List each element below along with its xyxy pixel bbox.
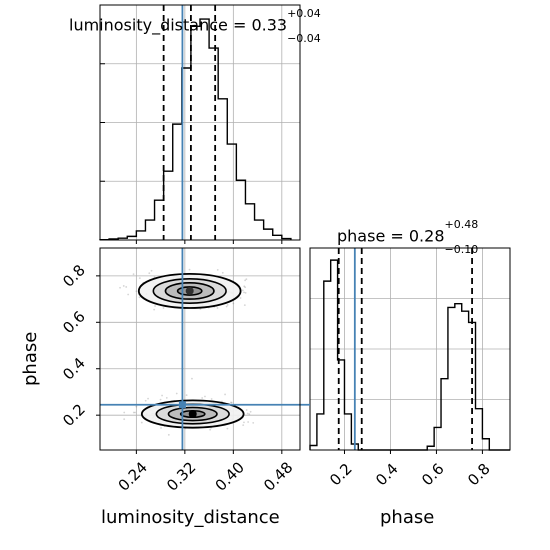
sample-point [127, 293, 130, 296]
x-tick-label: 0.8 [464, 460, 494, 490]
sample-point [226, 304, 229, 306]
x-tick-label: 0.24 [115, 458, 151, 494]
sample-point [249, 410, 252, 413]
sample-point [134, 411, 136, 414]
sample-point [243, 304, 246, 307]
sample-point [243, 291, 245, 294]
sample-point [247, 421, 250, 423]
sample-point [230, 401, 232, 404]
sample-point [230, 401, 233, 404]
sample-point [252, 421, 255, 424]
sample-point [221, 271, 224, 274]
sample-point [175, 392, 178, 395]
sample-point [153, 308, 156, 311]
mode-marker [188, 410, 197, 419]
sample-point [216, 268, 219, 271]
title-param-name: phase [337, 226, 386, 246]
sample-point [225, 305, 228, 308]
sample-point [239, 297, 242, 299]
x-tick-label: 0.32 [163, 458, 199, 494]
sample-point [188, 268, 191, 271]
truth-marker [178, 401, 186, 409]
sample-point [232, 302, 235, 305]
sample-point [122, 285, 125, 287]
histogram-step [99, 18, 292, 241]
axes-frame [309, 247, 511, 451]
sample-point [191, 377, 193, 380]
sample-point [132, 273, 135, 276]
sample-point [135, 405, 138, 408]
sample-point [248, 413, 251, 416]
x-axis-label-phase: phase [380, 507, 435, 528]
sample-point [244, 286, 247, 289]
sample-point [135, 290, 138, 293]
sample-point [144, 399, 147, 402]
sample-point [159, 398, 162, 401]
sample-point [132, 411, 135, 414]
x-tick-label: 0.40 [212, 458, 248, 494]
title-param-name: luminosity_distance [69, 15, 228, 35]
sample-point [243, 285, 246, 288]
sample-point [125, 286, 128, 288]
sample-point [119, 286, 121, 289]
y-tick-label: 0.2 [59, 400, 89, 430]
y-axis-label-phase: phase [20, 331, 41, 386]
sample-point [243, 421, 245, 424]
sample-point [224, 393, 226, 396]
sample-point [138, 277, 141, 280]
title-minus-error: −0.10 [444, 243, 479, 256]
x-axis-label-luminosity-distance: luminosity_distance [101, 507, 280, 528]
sample-point [245, 278, 248, 281]
title-plus-error: +0.48 [444, 218, 479, 231]
title-plus-error: +0.04 [287, 7, 321, 20]
x-tick-label: 0.48 [260, 458, 296, 494]
sample-point [138, 296, 141, 299]
sample-point [154, 305, 156, 307]
phase-histogram-axes: 0.2 0.4 0.6 0.8 [309, 247, 511, 490]
sample-point [226, 427, 229, 430]
sample-point [162, 307, 165, 309]
sample-point [241, 289, 244, 292]
sample-point [123, 411, 126, 414]
title-value: 0.28 [408, 226, 445, 246]
sample-point [160, 427, 162, 429]
sample-point [150, 269, 153, 272]
title-minus-error: −0.04 [287, 32, 321, 45]
phase-title: phase = 0.28+0.48 −0.10 [337, 218, 479, 256]
sample-point [244, 279, 247, 282]
title-value: 0.33 [251, 15, 288, 35]
sample-point [242, 424, 245, 427]
sample-point [147, 397, 149, 400]
axes-frame [99, 247, 301, 451]
sample-point [209, 428, 212, 431]
sample-point [216, 307, 219, 309]
y-tick-label: 0.4 [59, 354, 89, 384]
y-tick-label: 0.6 [59, 307, 89, 337]
x-tick-label: 0.6 [418, 460, 448, 490]
sample-point [201, 397, 204, 399]
x-tick-label: 0.4 [372, 460, 402, 490]
sample-point [161, 394, 163, 397]
y-tick-label: 0.8 [59, 261, 89, 291]
luminosity-distance-title: luminosity_distance = 0.33+0.04 −0.04 [69, 7, 321, 45]
sample-point [167, 433, 170, 436]
axes-frame [99, 4, 301, 241]
mode-marker [185, 286, 194, 295]
sample-point [245, 409, 248, 411]
x-tick-label: 0.2 [326, 460, 356, 490]
sample-point [123, 418, 126, 421]
sample-point [140, 421, 143, 424]
sample-point [210, 398, 213, 400]
histogram-step [309, 259, 510, 451]
sample-point [246, 412, 249, 415]
sample-point [148, 272, 151, 275]
sample-point [244, 291, 247, 294]
sample-point [185, 394, 188, 397]
sample-point [204, 395, 206, 398]
luminosity-distance-histogram-axes [99, 4, 301, 244]
sample-point [165, 396, 168, 399]
joint-density-axes: 0.24 0.32 0.40 0.48 0.2 0.4 0.6 0.8 [59, 247, 310, 495]
